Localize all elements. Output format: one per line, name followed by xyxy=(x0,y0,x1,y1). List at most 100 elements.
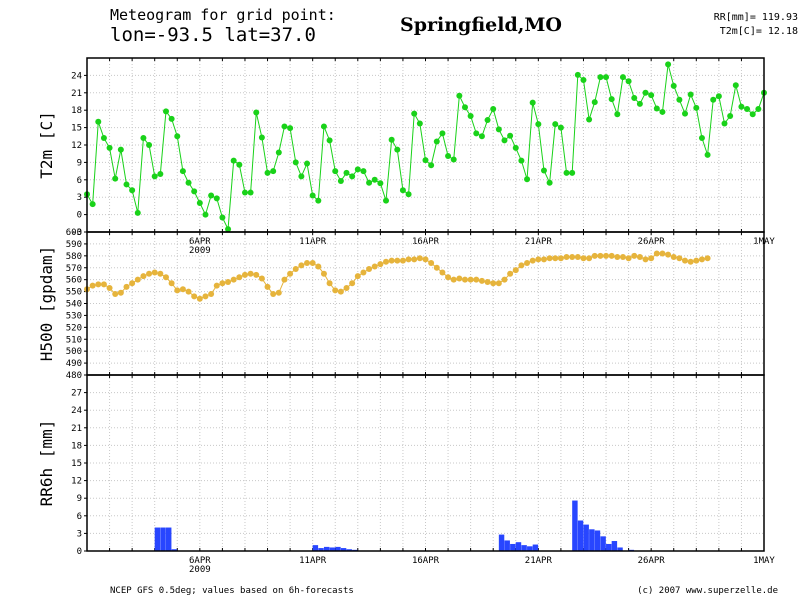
y-tick-label: 27 xyxy=(71,389,82,399)
t2m-point xyxy=(179,168,186,175)
t2m-point xyxy=(450,156,457,163)
header-rr-total: RR[mm]= 119.93 xyxy=(713,12,798,23)
h500-point xyxy=(332,287,339,294)
h500-point xyxy=(383,258,390,265)
h500-point xyxy=(349,280,356,287)
t2m-point xyxy=(337,177,344,184)
t2m-point xyxy=(416,120,423,127)
t2m-point xyxy=(360,168,367,175)
t2m-point xyxy=(326,137,333,144)
h500-point xyxy=(275,289,282,296)
y-tick-label: -3 xyxy=(71,228,82,238)
t2m-point xyxy=(755,106,762,113)
t2m-point xyxy=(670,82,677,89)
h500-point xyxy=(586,255,593,262)
h500-point xyxy=(146,270,153,277)
t2m-point xyxy=(219,214,226,221)
t2m-point xyxy=(213,195,220,202)
t2m-point xyxy=(388,136,395,143)
h500-point xyxy=(399,257,406,264)
rr-bar xyxy=(160,527,166,551)
h500-point xyxy=(625,255,632,262)
h500-point xyxy=(320,270,327,277)
h500-point xyxy=(123,283,130,290)
t2m-point xyxy=(117,146,124,153)
rr-bar xyxy=(340,548,347,551)
h500-point xyxy=(89,282,96,289)
t2m-point xyxy=(501,137,508,144)
t2m-point xyxy=(574,71,581,78)
t2m-point xyxy=(518,157,525,164)
h500-point xyxy=(230,276,237,283)
t2m-point xyxy=(371,176,378,183)
h500-point xyxy=(461,276,468,283)
t2m-point xyxy=(625,78,632,85)
t2m-point xyxy=(698,135,705,142)
y-tick-label: 590 xyxy=(66,240,82,250)
rr-bar xyxy=(572,500,578,551)
t2m-point xyxy=(433,138,440,145)
h500-point xyxy=(179,286,186,293)
h500-point xyxy=(411,256,418,263)
h500-point xyxy=(665,251,672,258)
t2m-point xyxy=(129,187,136,194)
h500-point xyxy=(281,276,288,283)
t2m-point xyxy=(676,96,683,103)
t2m-point xyxy=(540,167,547,174)
rr-bar xyxy=(532,544,539,551)
h500-point xyxy=(196,295,203,302)
h500-point xyxy=(473,276,480,283)
t2m-point xyxy=(89,201,96,208)
rr-bar xyxy=(504,540,510,551)
h500-point xyxy=(157,270,164,277)
t2m-point xyxy=(298,173,305,180)
t2m-point xyxy=(343,169,350,176)
y-tick-label: 6 xyxy=(77,176,82,186)
h500-point xyxy=(100,281,107,288)
y-tick-label: 0 xyxy=(77,211,82,221)
h500-point xyxy=(337,288,344,295)
h500-point xyxy=(151,269,158,276)
t2m-point xyxy=(439,130,446,137)
h500-point xyxy=(563,254,570,261)
h500-point xyxy=(270,290,277,297)
h500-point xyxy=(569,254,576,261)
h500-point xyxy=(495,280,502,287)
t2m-point xyxy=(552,121,559,128)
h500-point xyxy=(535,256,542,263)
h500-point xyxy=(191,293,198,300)
t2m-point xyxy=(445,153,452,160)
t2m-point xyxy=(230,157,237,164)
h500-point xyxy=(682,257,689,264)
t2m-point xyxy=(586,116,593,123)
h500-point xyxy=(687,258,694,265)
t2m-point xyxy=(140,135,147,142)
h500-point xyxy=(134,276,141,283)
header-title-line1: Meteogram for grid point: xyxy=(110,6,336,24)
t2m-point xyxy=(157,171,164,177)
h500-point xyxy=(445,274,452,281)
t2m-point xyxy=(394,146,401,153)
t2m-point xyxy=(185,179,192,186)
t2m-point xyxy=(123,181,130,188)
rr-bar xyxy=(154,527,161,551)
t2m-point xyxy=(467,113,474,119)
t2m-point xyxy=(591,99,598,106)
t2m-point xyxy=(580,77,587,84)
t2m-point xyxy=(100,135,107,142)
h500-point xyxy=(287,270,294,277)
h500-point xyxy=(394,257,401,264)
t2m-point xyxy=(603,74,610,81)
y-tick-label: 480 xyxy=(66,371,82,381)
t2m-point xyxy=(146,142,153,148)
rr-bar xyxy=(600,536,606,551)
x-tick-sublabel: 2009 xyxy=(189,565,211,575)
t2m-point xyxy=(366,179,373,186)
t2m-point xyxy=(569,169,576,176)
h500-point xyxy=(343,285,350,292)
h500-point xyxy=(529,257,536,264)
h500-point xyxy=(253,271,260,278)
axis-title: T2m [C] xyxy=(37,111,56,178)
h500-point xyxy=(507,270,514,277)
